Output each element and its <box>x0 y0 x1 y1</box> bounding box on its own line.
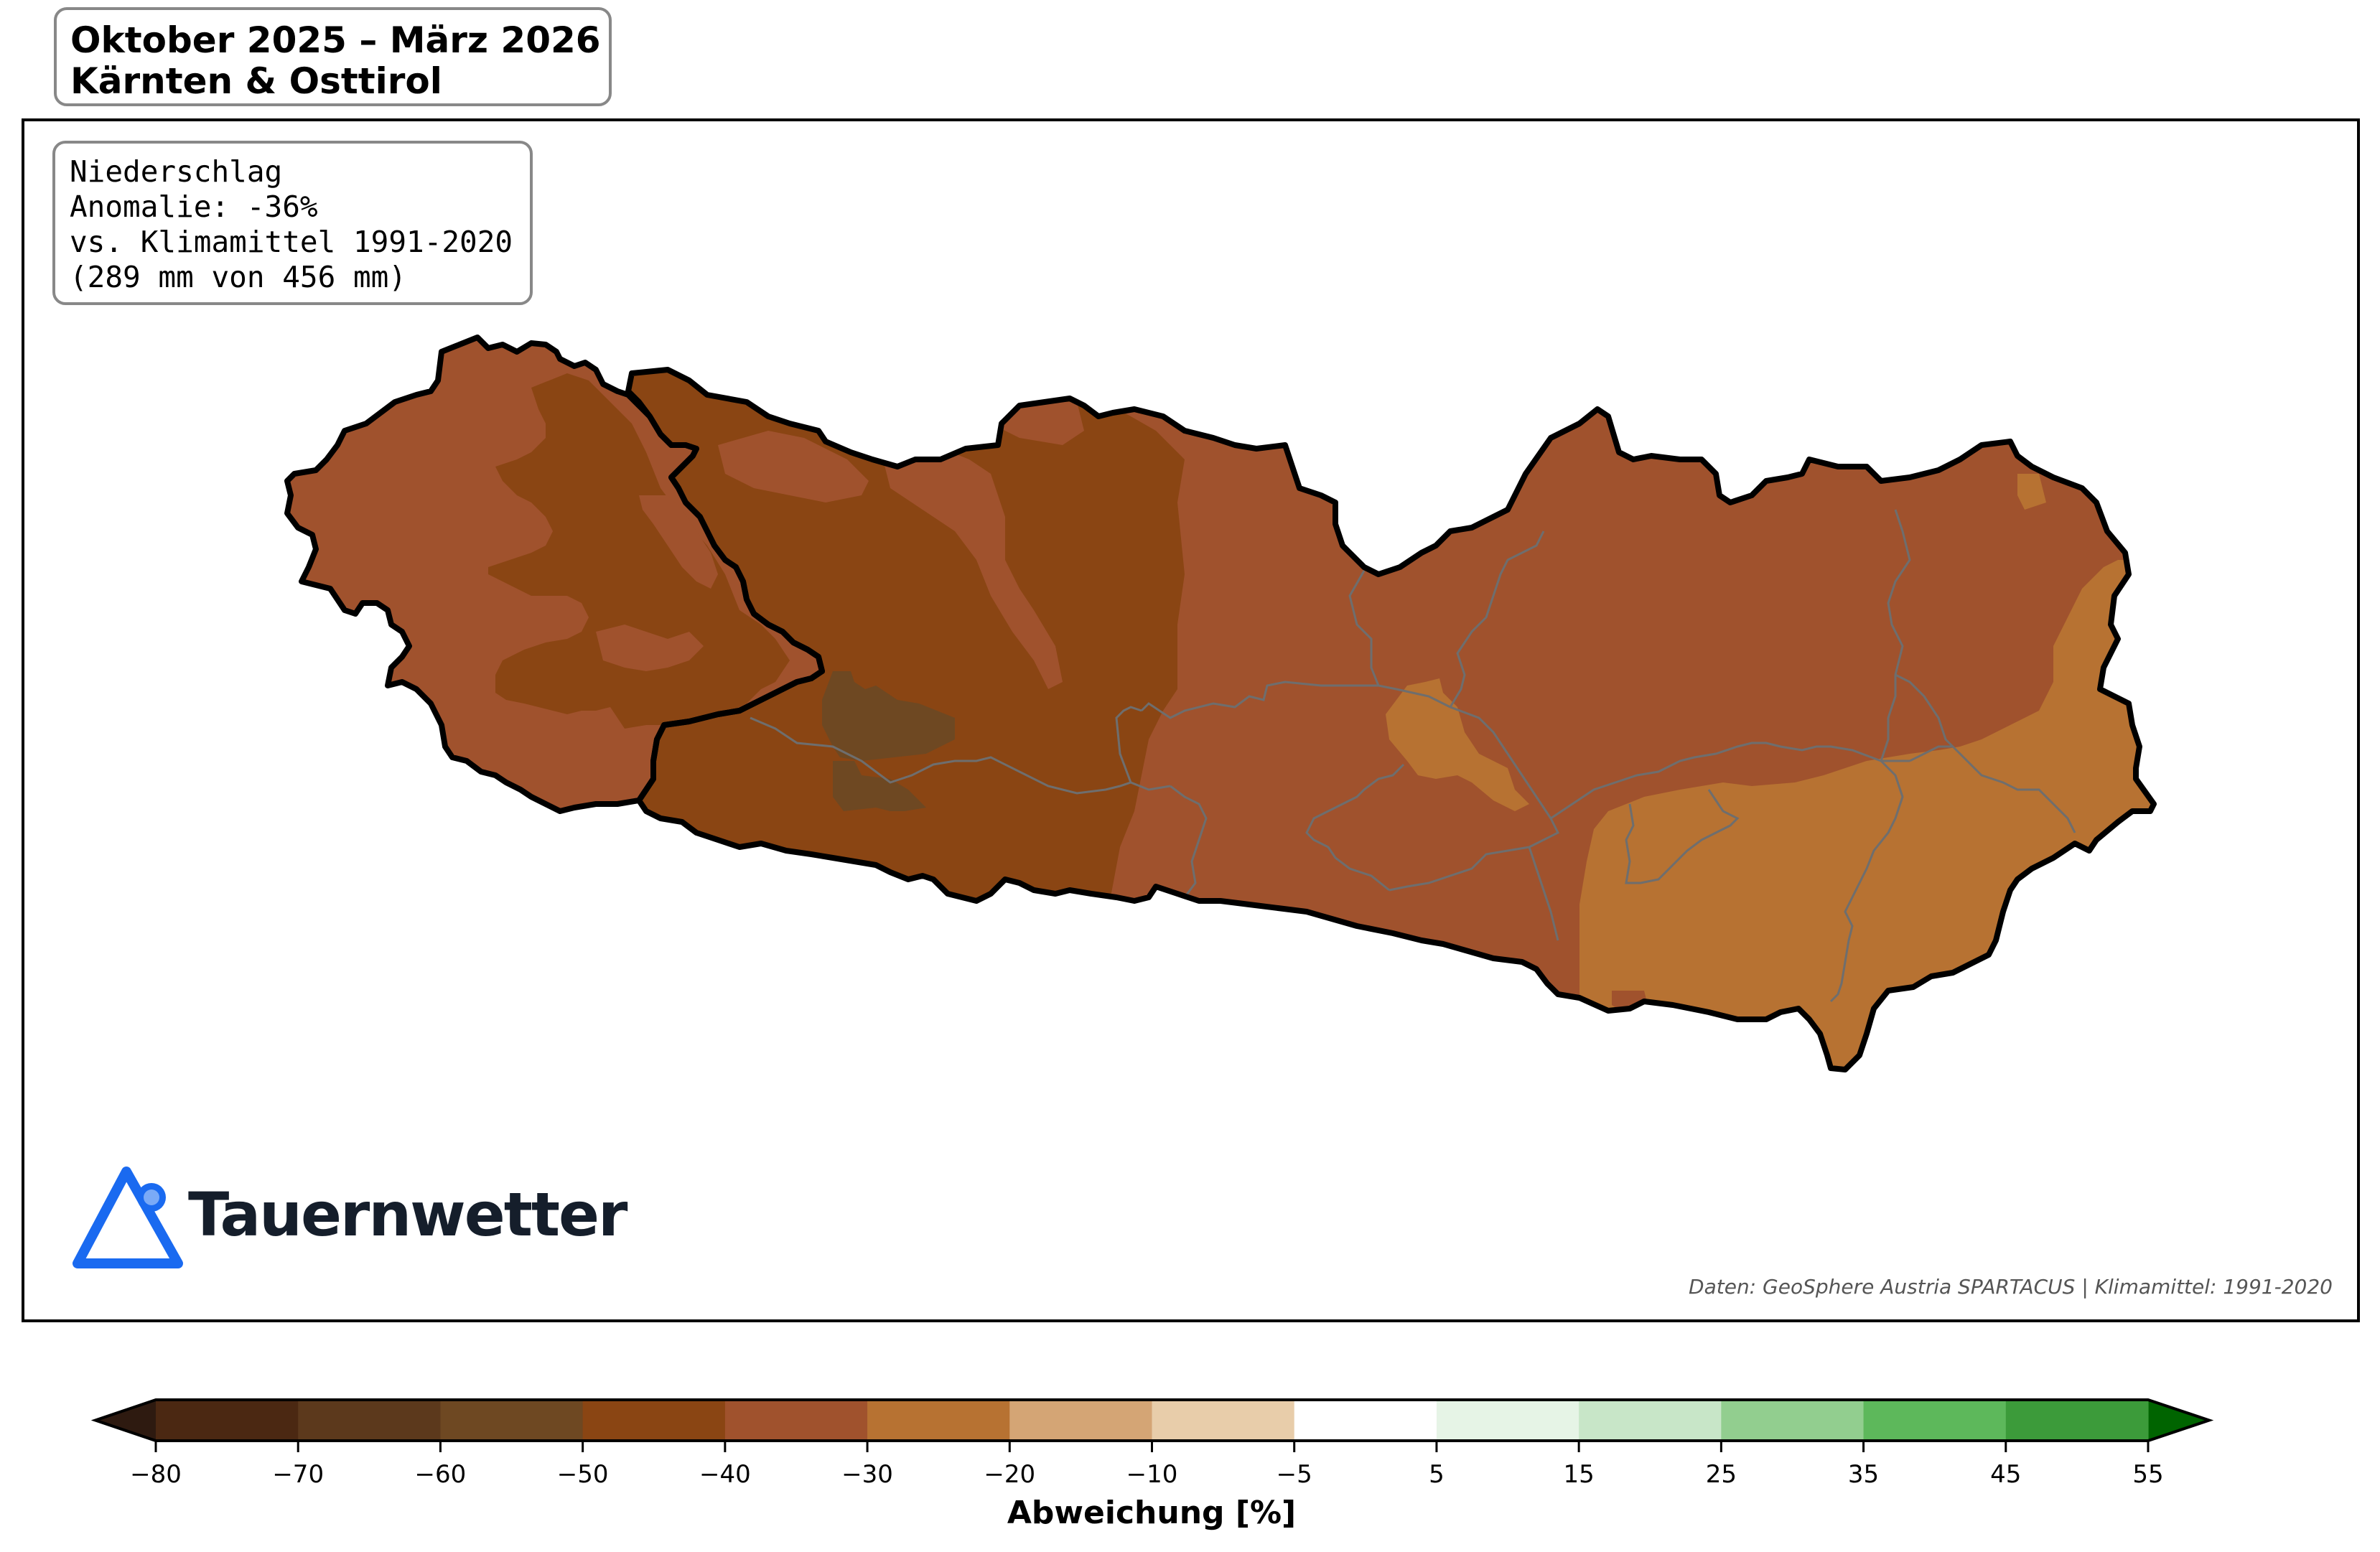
colorbar-tick-label: 5 <box>1429 1460 1445 1489</box>
colorbar-segment <box>1721 1400 1865 1441</box>
colorbar-extend-over <box>2148 1400 2209 1441</box>
colorbar-tick-label: 35 <box>1847 1460 1880 1489</box>
colorbar-tick-label: −50 <box>556 1460 609 1489</box>
colorbar-segment <box>298 1400 442 1441</box>
colorbar-segment <box>1863 1400 2007 1441</box>
info-variable: Niederschlag <box>70 154 283 189</box>
district-boundaries <box>750 509 2076 1003</box>
title-box: Oktober 2025 – März 2026 Kärnten & Ostti… <box>54 7 612 106</box>
logo-wordmark: Tauernwetter <box>188 1179 627 1250</box>
zone-patch <box>718 431 869 502</box>
colorbar-tick-label: −80 <box>130 1460 182 1489</box>
info-amounts: (289 mm von 456 mm) <box>70 260 406 294</box>
colorbar-tick-label: 15 <box>1563 1460 1595 1489</box>
zone-very-dry-1 <box>822 671 955 761</box>
colorbar-tick-label: 45 <box>1990 1460 2022 1489</box>
colorbar-segment <box>1436 1400 1579 1441</box>
zone-patch <box>639 495 718 589</box>
colorbar-tick-label: −20 <box>984 1460 1036 1489</box>
colorbar-tick-label: 55 <box>2132 1460 2164 1489</box>
colorbar <box>90 1398 2214 1452</box>
colorbar-segment <box>582 1400 726 1441</box>
colorbar-segment <box>440 1400 584 1441</box>
mountain-triangle-icon <box>73 1167 183 1268</box>
colorbar-segment <box>1294 1400 1437 1441</box>
data-credit: Daten: GeoSphere Austria SPARTACUS | Kli… <box>1689 1275 2333 1299</box>
colorbar-segment <box>724 1400 868 1441</box>
colorbar-tick-label: 25 <box>1705 1460 1737 1489</box>
colorbar-segment <box>2005 1400 2149 1441</box>
colorbar-tick-label: −60 <box>414 1460 467 1489</box>
zone-osttirol-dry <box>488 373 790 729</box>
zone-patch <box>596 625 704 671</box>
title-region: Kärnten & Osttirol <box>70 60 442 102</box>
colorbar-tick-label: −10 <box>1126 1460 1178 1489</box>
zone-patch <box>2017 474 2046 510</box>
colorbar-segment <box>867 1400 1010 1441</box>
info-box: Niederschlag Anomalie: -36% vs. Klimamit… <box>52 141 533 305</box>
colorbar-tick-label: −30 <box>841 1460 893 1489</box>
colorbar-segment <box>1009 1400 1153 1441</box>
colorbar-segment <box>1579 1400 1722 1441</box>
zone-very-dry-2 <box>833 761 926 811</box>
colorbar-tick-label: −40 <box>699 1460 751 1489</box>
zone-patch <box>876 431 1063 689</box>
colorbar-extend-under <box>95 1400 156 1441</box>
title-period: Oktober 2025 – März 2026 <box>70 19 601 61</box>
colorbar-tick-label: −70 <box>272 1460 325 1489</box>
colorbar-tick-label: −5 <box>1276 1460 1312 1489</box>
info-anomaly: Anomalie: -36% <box>70 190 318 224</box>
colorbar-segment <box>1152 1400 1295 1441</box>
info-reference: vs. Klimamittel 1991-2020 <box>70 225 513 259</box>
zone-stveit-moderate <box>1386 678 1529 811</box>
osttirol-outline <box>284 335 825 814</box>
kaernten-raster <box>628 370 2154 1070</box>
colorbar-label: Abweichung [%] <box>1007 1495 1297 1531</box>
colorbar-segment <box>156 1400 299 1441</box>
